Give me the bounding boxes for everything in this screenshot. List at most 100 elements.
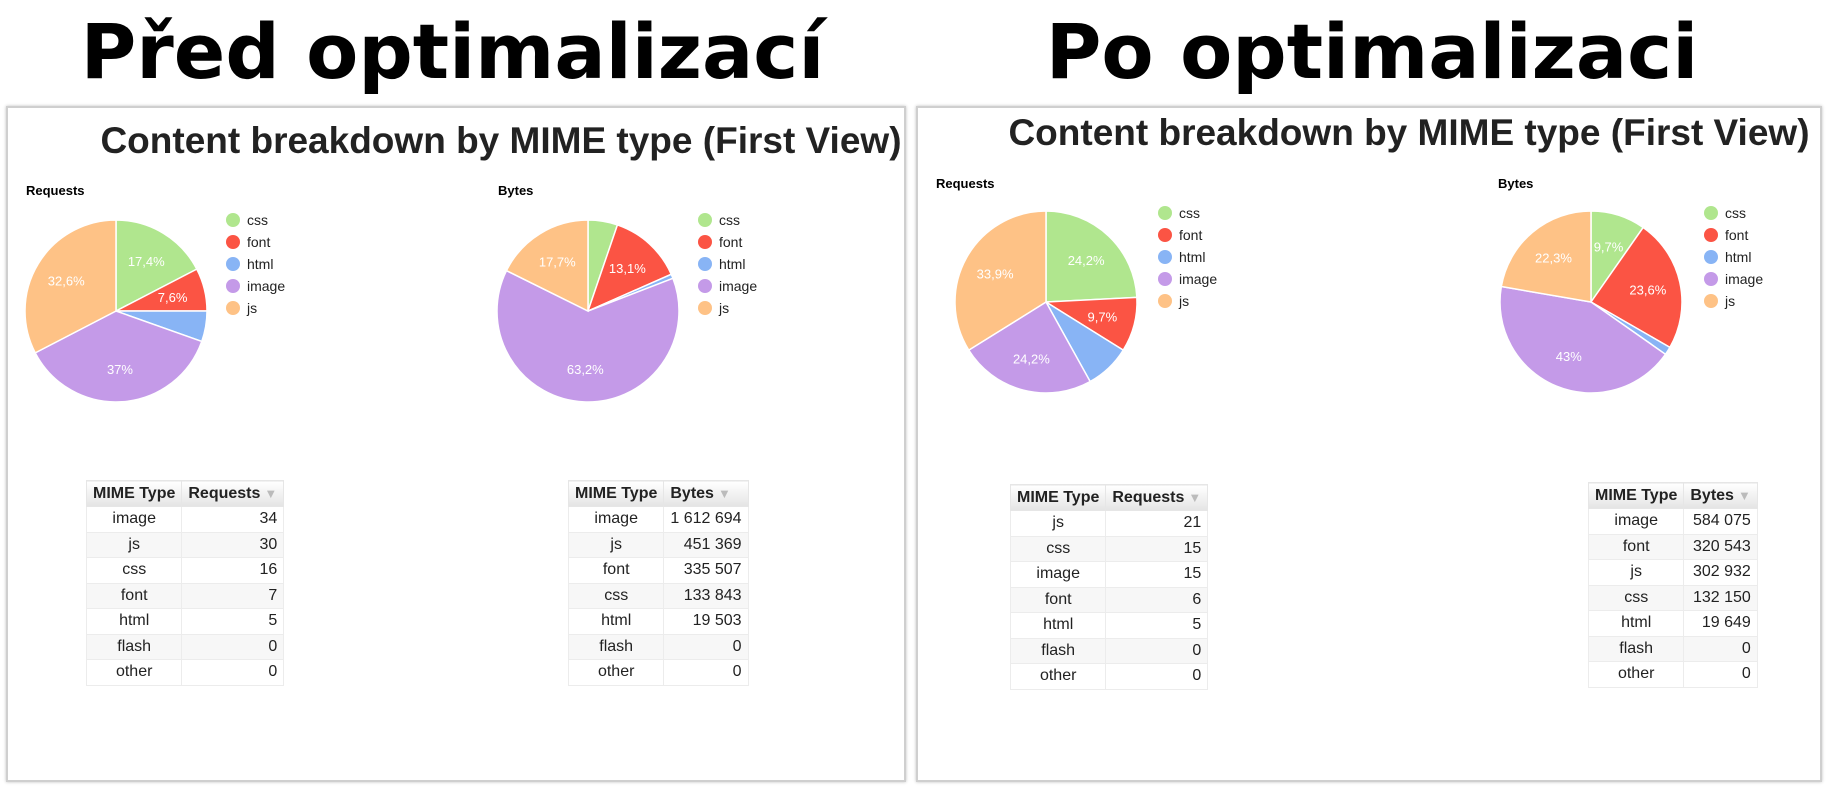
table-row: font 6 [1009,586,1209,613]
mime-type-cell: other [85,659,183,686]
column-header-label: MIME Type [1017,488,1100,506]
value-cell: 0 [1683,635,1758,662]
table-row: css 132 150 [1587,584,1758,611]
table-row: js 302 932 [1587,559,1758,586]
legend-item-font: font [226,231,285,253]
table-row: image 34 [85,506,285,533]
legend-swatch-css [1158,206,1172,220]
legend-label: css [247,212,268,228]
sort-desc-icon[interactable]: ▼ [1737,487,1751,503]
slice-label-js: 17,7% [539,255,576,270]
table-row: other 0 [567,659,749,686]
requests-pie-svg: 17,4% 7,6% 37% 32,6% [24,219,208,403]
column-header[interactable]: MIME Type [567,480,665,507]
value-cell: 34 [181,506,285,533]
legend-item-js: js [226,297,285,319]
slice-label-image: 63,2% [567,362,604,377]
value-cell: 5 [1105,612,1209,639]
legend-swatch-font [226,235,240,249]
mime-type-cell: image [1587,508,1685,535]
value-cell: 133 843 [663,582,749,609]
value-cell: 0 [1105,663,1209,690]
column-header[interactable]: MIME Type [1587,482,1685,509]
mime-type-cell: flash [85,633,183,660]
mime-type-cell: css [567,582,665,609]
pie-slice-image [34,310,203,403]
table-header-row: MIME Type Requests ▼ [85,480,285,507]
bytes-pie-svg: 13,1% 63,2% 17,7% [496,219,680,403]
column-header[interactable]: Requests ▼ [181,480,285,507]
value-cell: 0 [663,659,749,686]
value-cell: 19 503 [663,608,749,635]
chart-label-bytes: Bytes [498,183,534,198]
pie-slice-image [1499,285,1667,394]
sort-desc-icon[interactable]: ▼ [264,485,278,501]
sort-desc-icon[interactable]: ▼ [717,485,731,501]
legend-item-image: image [698,275,757,297]
legend-item-font: font [698,231,757,253]
column-header[interactable]: MIME Type [1009,484,1107,511]
pie-slice-image [496,269,680,403]
legend-label: image [1179,271,1218,287]
column-header-label: Bytes [1690,486,1734,504]
legend-item-css: css [1158,202,1217,224]
column-header[interactable]: Bytes ▼ [663,480,749,507]
slice-label-font: 13,1% [609,261,646,276]
value-cell: 335 507 [663,557,749,584]
value-cell: 15 [1105,561,1209,588]
legend-item-js: js [698,297,757,319]
legend-label: html [247,256,274,272]
slice-label-css: 17,4% [128,254,165,269]
table-row: image 584 075 [1587,508,1758,535]
slice-label-font: 9,7% [1088,310,1118,325]
mime-type-cell: image [567,506,665,533]
bytes-table: MIME Type Bytes ▼ image 584 075 font 320 543 js… [1587,482,1758,688]
heading-before: Před optimalizací [80,7,825,96]
legend-label: html [1179,249,1206,265]
mime-type-cell: other [1009,663,1107,690]
legend-swatch-js [226,301,240,315]
column-header[interactable]: Bytes ▼ [1683,482,1758,509]
table-row: other 0 [1009,663,1209,690]
chart-label-requests: Requests [26,183,85,198]
mime-type-cell: flash [1587,635,1685,662]
value-cell: 0 [181,633,285,660]
legend-label: html [719,256,746,272]
legend-item-image: image [226,275,285,297]
pie-slice-image [967,300,1092,394]
requests-table: MIME Type Requests ▼ image 34 js 30 css 16 font 7 h… [85,480,285,686]
sort-desc-icon[interactable]: ▼ [1188,489,1202,505]
mime-type-cell: html [85,608,183,635]
legend-swatch-font [698,235,712,249]
value-cell: 19 649 [1683,610,1758,637]
column-header[interactable]: Requests ▼ [1105,484,1209,511]
requests-legend: css font html image js [1158,202,1217,312]
chart-label-bytes: Bytes [1498,176,1534,191]
mime-type-cell: html [1009,612,1107,639]
table-row: js 451 369 [567,531,749,558]
slice-label-font: 23,6% [1629,282,1666,297]
legend-item-image: image [1704,268,1763,290]
mime-type-cell: image [85,506,183,533]
mime-type-cell: other [1587,661,1685,688]
value-cell: 302 932 [1683,559,1758,586]
table-row: html 19 649 [1587,610,1758,637]
legend-label: font [1179,227,1203,243]
table-header-row: MIME Type Requests ▼ [1009,484,1209,511]
pie-slice-font [1589,226,1683,349]
legend-label: js [1725,293,1736,309]
table-row: html 19 503 [567,608,749,635]
pie-slice-css [115,219,198,313]
table-row: flash 0 [1587,635,1758,662]
legend-swatch-js [1158,294,1172,308]
slice-label-css: 9,7% [1594,239,1624,254]
value-cell: 0 [663,633,749,660]
value-cell: 15 [1105,535,1209,562]
requests-table: MIME Type Requests ▼ js 21 css 15 image 15 font 6 h… [1009,484,1209,690]
legend-swatch-html [1158,250,1172,264]
column-header-label: MIME Type [575,484,658,502]
legend-swatch-css [698,213,712,227]
mime-type-cell: flash [1009,637,1107,664]
column-header[interactable]: MIME Type [85,480,183,507]
table-header-row: MIME Type Bytes ▼ [567,480,749,507]
